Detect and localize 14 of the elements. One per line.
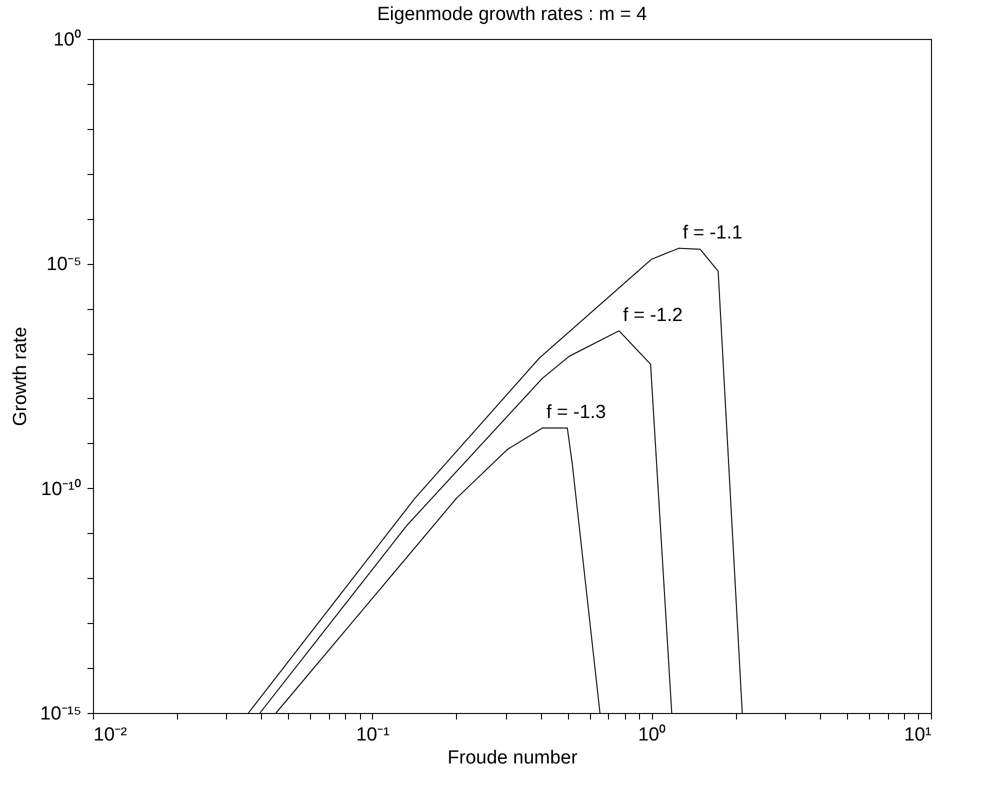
x-tick-label: 10⁻² — [94, 724, 127, 746]
y-tick-label: 10⁻⁵ — [46, 254, 82, 276]
chart-title: Eigenmode growth rates : m = 4 — [377, 4, 648, 25]
x-tick-label: 10⁻¹ — [356, 724, 390, 746]
series-label: f = -1.2 — [623, 304, 683, 326]
y-tick-label: 10⁻¹⁰ — [41, 478, 82, 500]
x-tick-label: 10⁰ — [638, 724, 666, 746]
series-label: f = -1.1 — [682, 222, 742, 244]
x-axis-title: Froude number — [448, 748, 578, 768]
y-tick-label: 10⁻¹⁵ — [40, 704, 82, 724]
series-label: f = -1.3 — [546, 402, 606, 424]
x-tick-label: 10¹ — [904, 724, 932, 746]
y-axis-title: Growth rate — [10, 326, 32, 426]
y-tick-label: 10⁰ — [53, 28, 82, 50]
